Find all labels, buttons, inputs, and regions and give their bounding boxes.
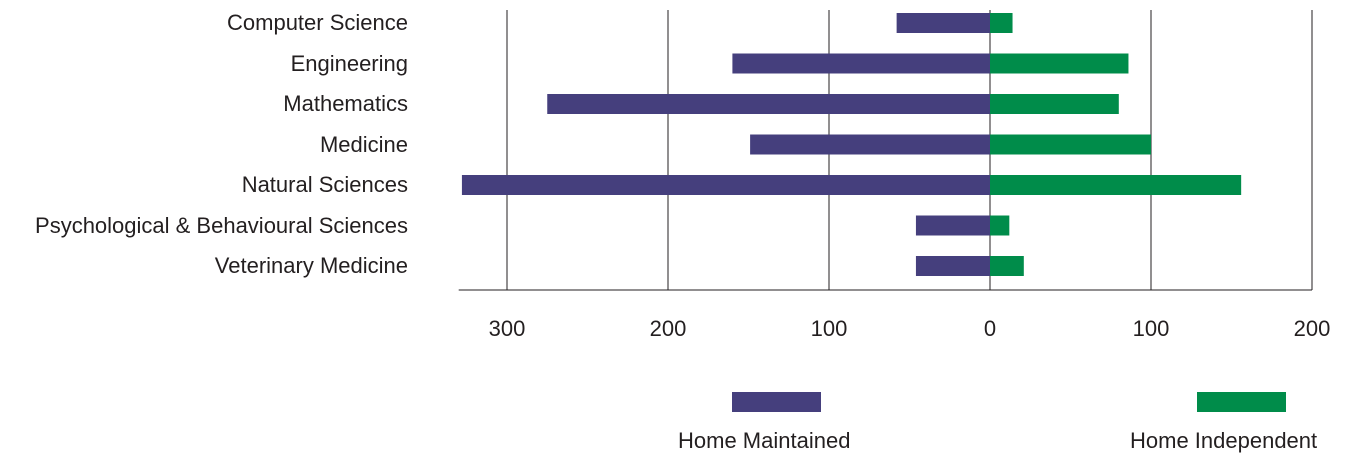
category-label-6: Veterinary Medicine [214, 253, 408, 278]
category-label-1: Engineering [290, 50, 408, 76]
category-label-5: Psychological & Behavioural Sciences [35, 212, 408, 238]
tick-label-0: 300 [488, 316, 526, 341]
bar-home-independent-3 [990, 134, 1151, 155]
bar-home-maintained-1 [732, 53, 990, 74]
legend-swatch-home-independent [1197, 392, 1286, 412]
category-label-3: Medicine [319, 131, 408, 157]
bar-home-maintained-2 [547, 94, 990, 114]
legend-label-home-independent: Home Independent [1130, 428, 1318, 453]
bar-home-maintained-3 [750, 134, 990, 155]
bar-home-independent-1 [990, 53, 1129, 74]
bar-home-maintained-4 [461, 175, 990, 195]
bar-home-maintained-5 [915, 215, 990, 236]
bar-home-maintained-0 [896, 13, 990, 33]
bar-home-independent-4 [990, 175, 1242, 195]
legend-label-home-maintained: Home Maintained [678, 428, 851, 453]
bar-home-independent-5 [990, 215, 1010, 236]
tick-label-5: 200 [1293, 316, 1331, 341]
tick-label-3: 0 [983, 316, 997, 341]
tick-label-1: 200 [649, 316, 687, 341]
bar-home-maintained-6 [915, 256, 990, 276]
tick-label-4: 100 [1132, 316, 1170, 341]
legend-swatch-home-maintained [732, 392, 821, 412]
bar-home-independent-0 [990, 13, 1013, 33]
category-label-4: Natural Sciences [241, 172, 408, 197]
category-label-2: Mathematics [283, 91, 408, 116]
category-label-0: Computer Science [227, 10, 408, 35]
bar-home-independent-6 [990, 256, 1024, 276]
bar-home-independent-2 [990, 94, 1119, 114]
tick-label-2: 100 [810, 316, 848, 341]
